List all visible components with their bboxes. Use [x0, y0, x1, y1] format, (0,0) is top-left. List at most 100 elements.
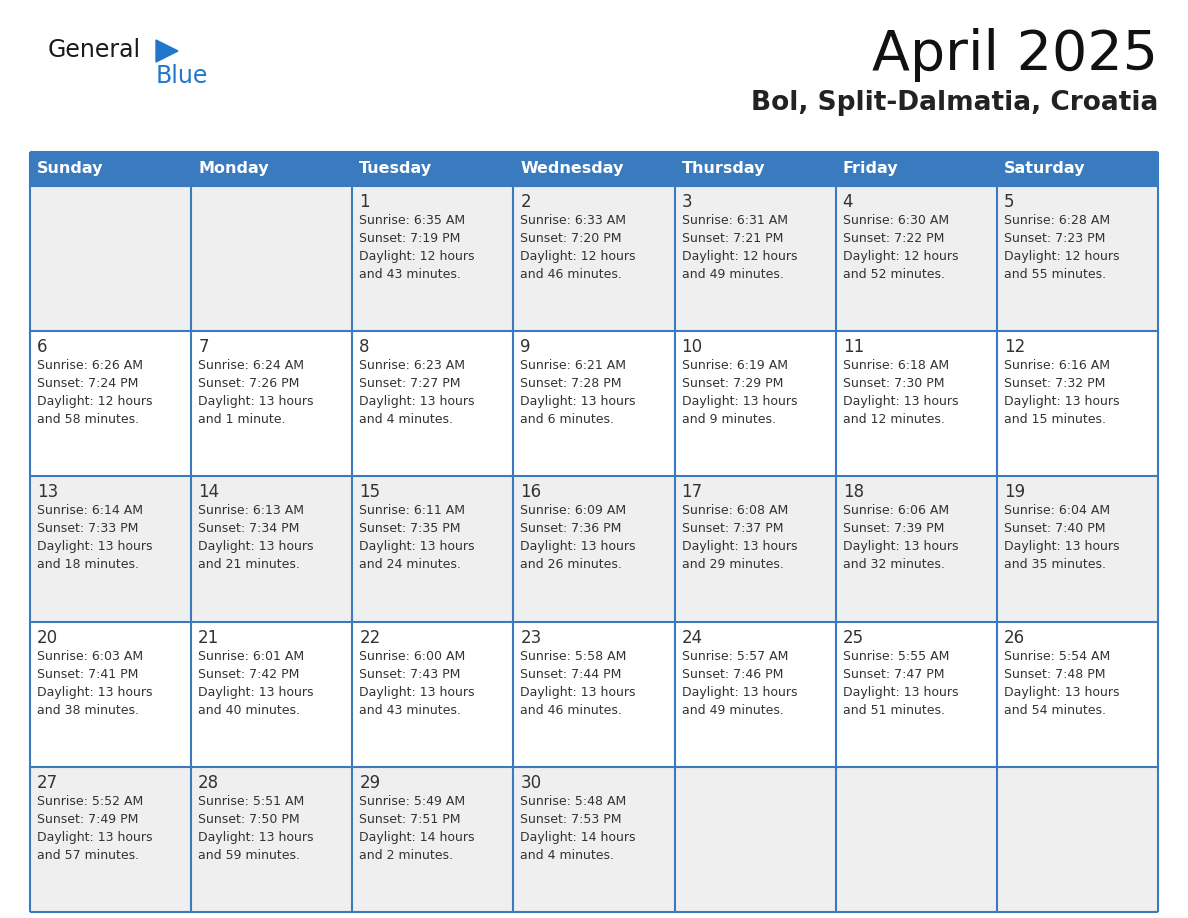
Text: Sunrise: 6:13 AM: Sunrise: 6:13 AM [198, 504, 304, 518]
Text: and 24 minutes.: and 24 minutes. [359, 558, 461, 571]
Text: Sunrise: 6:19 AM: Sunrise: 6:19 AM [682, 359, 788, 372]
Bar [513, 621, 675, 767]
Bar [675, 476, 835, 621]
Text: Sunrise: 6:23 AM: Sunrise: 6:23 AM [359, 359, 466, 372]
Text: Sunset: 7:37 PM: Sunset: 7:37 PM [682, 522, 783, 535]
Text: 17: 17 [682, 484, 702, 501]
Text: Sunrise: 5:48 AM: Sunrise: 5:48 AM [520, 795, 627, 808]
Bar [997, 767, 1158, 912]
Text: Sunrise: 6:33 AM: Sunrise: 6:33 AM [520, 214, 626, 227]
Bar [835, 186, 997, 331]
Text: and 46 minutes.: and 46 minutes. [520, 268, 623, 281]
Bar [835, 331, 997, 476]
Text: 4: 4 [842, 193, 853, 211]
Text: Sunset: 7:40 PM: Sunset: 7:40 PM [1004, 522, 1105, 535]
Text: Daylight: 12 hours: Daylight: 12 hours [520, 250, 636, 263]
Text: and 32 minutes.: and 32 minutes. [842, 558, 944, 571]
Text: Sunset: 7:24 PM: Sunset: 7:24 PM [37, 377, 138, 390]
Text: Sunrise: 6:04 AM: Sunrise: 6:04 AM [1004, 504, 1110, 518]
Text: 19: 19 [1004, 484, 1025, 501]
Text: 7: 7 [198, 338, 209, 356]
Text: 12: 12 [1004, 338, 1025, 356]
Text: 22: 22 [359, 629, 380, 646]
Text: Sunset: 7:47 PM: Sunset: 7:47 PM [842, 667, 944, 680]
Bar [513, 331, 675, 476]
Text: Sunrise: 6:11 AM: Sunrise: 6:11 AM [359, 504, 466, 518]
Bar [997, 476, 1158, 621]
Bar [191, 767, 353, 912]
Text: 26: 26 [1004, 629, 1025, 646]
Text: Daylight: 13 hours: Daylight: 13 hours [359, 686, 475, 699]
Bar [353, 621, 513, 767]
Bar [675, 621, 835, 767]
Text: Sunrise: 6:35 AM: Sunrise: 6:35 AM [359, 214, 466, 227]
Text: 24: 24 [682, 629, 702, 646]
Text: Sunset: 7:42 PM: Sunset: 7:42 PM [198, 667, 299, 680]
Bar [835, 767, 997, 912]
Text: Daylight: 12 hours: Daylight: 12 hours [682, 250, 797, 263]
Text: 10: 10 [682, 338, 702, 356]
Text: and 59 minutes.: and 59 minutes. [198, 849, 301, 862]
Text: Sunset: 7:20 PM: Sunset: 7:20 PM [520, 232, 623, 245]
Text: 8: 8 [359, 338, 369, 356]
Text: 14: 14 [198, 484, 220, 501]
Text: Sunset: 7:30 PM: Sunset: 7:30 PM [842, 377, 944, 390]
Text: Daylight: 13 hours: Daylight: 13 hours [359, 396, 475, 409]
Text: Daylight: 13 hours: Daylight: 13 hours [520, 396, 636, 409]
Text: Daylight: 13 hours: Daylight: 13 hours [842, 541, 959, 554]
Text: 23: 23 [520, 629, 542, 646]
Text: 11: 11 [842, 338, 864, 356]
Text: Sunset: 7:51 PM: Sunset: 7:51 PM [359, 812, 461, 826]
Bar [997, 152, 1158, 186]
Text: Daylight: 13 hours: Daylight: 13 hours [1004, 541, 1119, 554]
Text: 13: 13 [37, 484, 58, 501]
Text: and 35 minutes.: and 35 minutes. [1004, 558, 1106, 571]
Text: and 55 minutes.: and 55 minutes. [1004, 268, 1106, 281]
Bar [353, 152, 513, 186]
Text: Friday: Friday [842, 162, 898, 176]
Text: Sunrise: 6:31 AM: Sunrise: 6:31 AM [682, 214, 788, 227]
Text: and 15 minutes.: and 15 minutes. [1004, 413, 1106, 426]
Text: General: General [48, 38, 141, 62]
Text: Saturday: Saturday [1004, 162, 1086, 176]
Bar [675, 331, 835, 476]
Text: Daylight: 13 hours: Daylight: 13 hours [359, 541, 475, 554]
Text: Sunrise: 6:24 AM: Sunrise: 6:24 AM [198, 359, 304, 372]
Text: and 46 minutes.: and 46 minutes. [520, 703, 623, 717]
Bar [191, 152, 353, 186]
Text: and 2 minutes.: and 2 minutes. [359, 849, 454, 862]
Text: and 18 minutes.: and 18 minutes. [37, 558, 139, 571]
Bar [191, 186, 353, 331]
Bar [353, 186, 513, 331]
Text: Daylight: 13 hours: Daylight: 13 hours [682, 396, 797, 409]
Text: Daylight: 13 hours: Daylight: 13 hours [842, 686, 959, 699]
Text: Monday: Monday [198, 162, 268, 176]
Text: Sunset: 7:22 PM: Sunset: 7:22 PM [842, 232, 944, 245]
Text: 30: 30 [520, 774, 542, 792]
Text: 5: 5 [1004, 193, 1015, 211]
Text: Daylight: 13 hours: Daylight: 13 hours [37, 541, 152, 554]
Text: 20: 20 [37, 629, 58, 646]
Text: Sunset: 7:23 PM: Sunset: 7:23 PM [1004, 232, 1105, 245]
Bar [675, 186, 835, 331]
Text: Sunrise: 5:54 AM: Sunrise: 5:54 AM [1004, 650, 1110, 663]
Text: and 51 minutes.: and 51 minutes. [842, 703, 944, 717]
Text: Daylight: 13 hours: Daylight: 13 hours [37, 831, 152, 844]
Bar [353, 476, 513, 621]
Text: 29: 29 [359, 774, 380, 792]
Bar [997, 186, 1158, 331]
Text: 1: 1 [359, 193, 369, 211]
Text: 2: 2 [520, 193, 531, 211]
Bar [191, 331, 353, 476]
Text: and 29 minutes.: and 29 minutes. [682, 558, 783, 571]
Text: Sunrise: 6:03 AM: Sunrise: 6:03 AM [37, 650, 143, 663]
Text: Sunset: 7:49 PM: Sunset: 7:49 PM [37, 812, 138, 826]
Text: Daylight: 13 hours: Daylight: 13 hours [198, 541, 314, 554]
Text: Sunrise: 6:06 AM: Sunrise: 6:06 AM [842, 504, 949, 518]
Text: Thursday: Thursday [682, 162, 765, 176]
Bar [835, 621, 997, 767]
Text: Daylight: 13 hours: Daylight: 13 hours [198, 686, 314, 699]
Text: Sunset: 7:26 PM: Sunset: 7:26 PM [198, 377, 299, 390]
Text: and 6 minutes.: and 6 minutes. [520, 413, 614, 426]
Text: Sunset: 7:53 PM: Sunset: 7:53 PM [520, 812, 623, 826]
